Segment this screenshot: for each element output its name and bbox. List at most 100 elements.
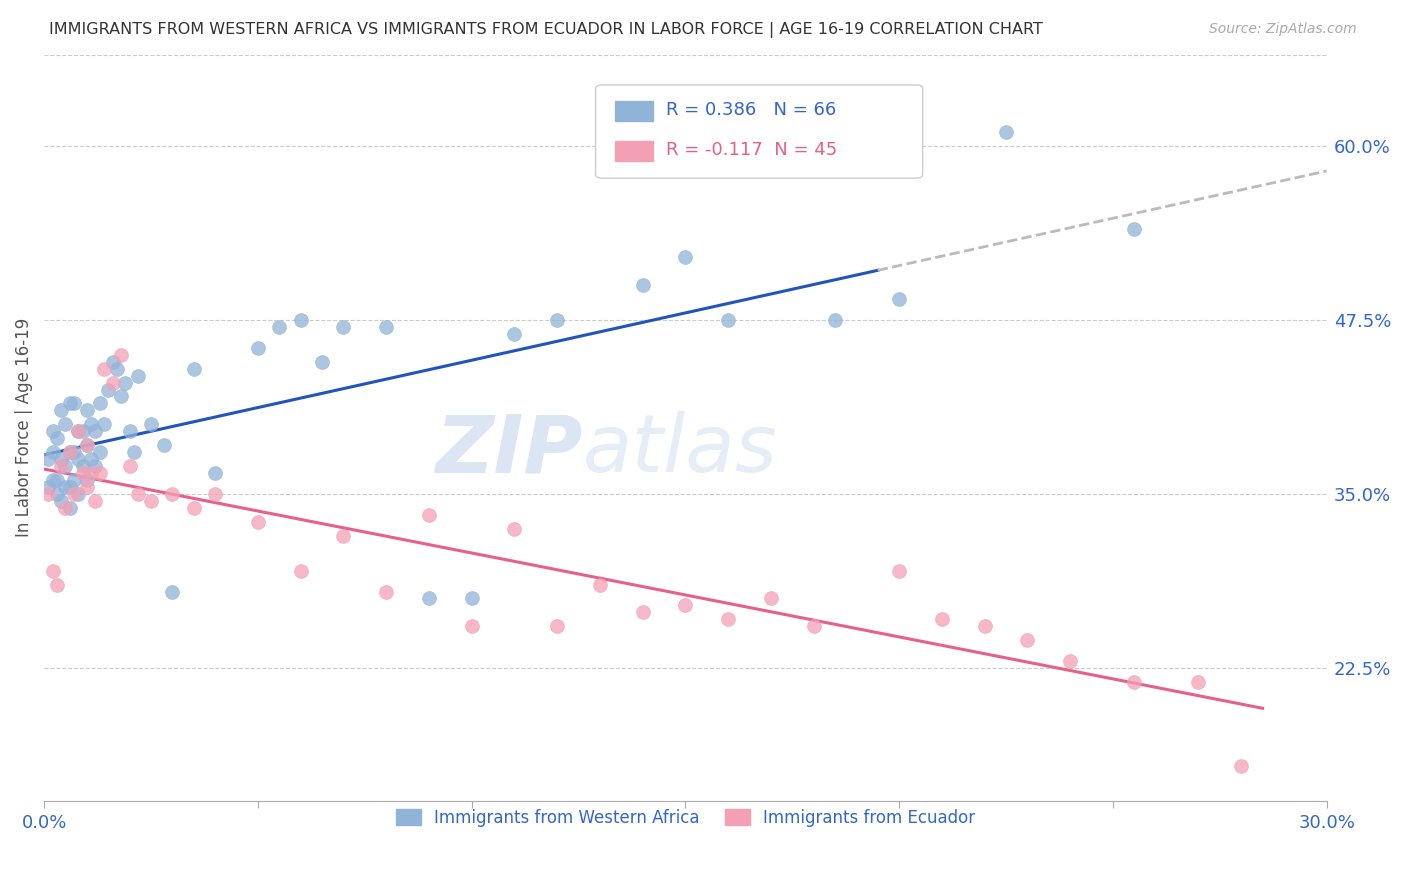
Point	[1123, 222, 1146, 236]
Point	[995, 125, 1018, 139]
Point	[759, 591, 782, 606]
Point	[76, 403, 98, 417]
Point	[67, 487, 90, 501]
Point	[72, 459, 94, 474]
Point	[67, 452, 90, 467]
Bar	[614, 141, 654, 161]
Point	[37, 452, 59, 467]
Point	[114, 376, 136, 390]
Y-axis label: In Labor Force | Age 16-19: In Labor Force | Age 16-19	[15, 318, 32, 538]
Point	[89, 396, 111, 410]
Point	[418, 508, 440, 522]
Point	[153, 438, 176, 452]
Point	[101, 354, 124, 368]
Point	[63, 487, 86, 501]
Point	[162, 584, 184, 599]
Point	[375, 319, 398, 334]
Point	[931, 612, 953, 626]
Point	[63, 445, 86, 459]
Point	[41, 473, 63, 487]
Point	[89, 445, 111, 459]
Point	[824, 313, 846, 327]
Point	[1017, 633, 1039, 648]
Text: Source: ZipAtlas.com: Source: ZipAtlas.com	[1209, 22, 1357, 37]
Point	[503, 522, 526, 536]
Point	[84, 425, 107, 439]
Point	[93, 361, 115, 376]
Point	[717, 612, 740, 626]
Point	[589, 577, 612, 591]
Text: atlas: atlas	[583, 411, 778, 489]
Point	[63, 473, 86, 487]
Point	[55, 417, 77, 432]
Point	[418, 591, 440, 606]
Point	[72, 466, 94, 480]
Point	[290, 564, 312, 578]
Point	[41, 564, 63, 578]
Point	[127, 368, 149, 383]
Point	[290, 313, 312, 327]
Point	[127, 487, 149, 501]
Point	[546, 619, 568, 633]
Point	[51, 459, 73, 474]
Point	[204, 487, 226, 501]
Point	[97, 383, 120, 397]
Point	[45, 431, 67, 445]
Point	[673, 599, 696, 613]
Point	[973, 619, 995, 633]
Point	[59, 480, 82, 494]
Point	[1059, 654, 1081, 668]
Point	[55, 459, 77, 474]
Point	[84, 459, 107, 474]
Point	[1230, 758, 1253, 772]
Point	[41, 445, 63, 459]
FancyBboxPatch shape	[596, 85, 922, 178]
Point	[503, 326, 526, 341]
Point	[889, 292, 911, 306]
Point	[80, 417, 103, 432]
Point	[80, 452, 103, 467]
Point	[717, 313, 740, 327]
Point	[59, 396, 82, 410]
Point	[45, 473, 67, 487]
Point	[80, 466, 103, 480]
Point	[118, 425, 141, 439]
Point	[631, 606, 654, 620]
Point	[889, 564, 911, 578]
Point	[101, 376, 124, 390]
Point	[105, 361, 128, 376]
Point	[59, 445, 82, 459]
Point	[139, 494, 162, 508]
Point	[45, 487, 67, 501]
Point	[55, 500, 77, 515]
Point	[59, 445, 82, 459]
Point	[45, 577, 67, 591]
Point	[460, 619, 482, 633]
Point	[93, 417, 115, 432]
Point	[546, 313, 568, 327]
Text: R = 0.386   N = 66: R = 0.386 N = 66	[666, 101, 837, 119]
Text: R = -0.117  N = 45: R = -0.117 N = 45	[666, 141, 838, 159]
Point	[63, 396, 86, 410]
Point	[89, 466, 111, 480]
Point	[311, 354, 333, 368]
Point	[803, 619, 825, 633]
Point	[37, 487, 59, 501]
Point	[332, 529, 354, 543]
Point	[139, 417, 162, 432]
Point	[59, 500, 82, 515]
Point	[76, 480, 98, 494]
Point	[67, 425, 90, 439]
Point	[631, 278, 654, 293]
Point	[375, 584, 398, 599]
Text: ZIP: ZIP	[436, 411, 583, 489]
Point	[246, 341, 269, 355]
Legend: Immigrants from Western Africa, Immigrants from Ecuador: Immigrants from Western Africa, Immigran…	[389, 802, 981, 833]
Point	[72, 425, 94, 439]
Point	[76, 438, 98, 452]
Point	[269, 319, 291, 334]
Point	[183, 500, 205, 515]
Point	[246, 515, 269, 529]
Point	[51, 494, 73, 508]
Point	[84, 494, 107, 508]
